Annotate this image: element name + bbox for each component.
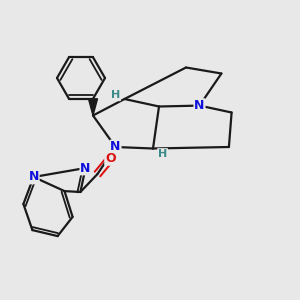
Text: H: H bbox=[111, 90, 120, 100]
Text: N: N bbox=[80, 161, 91, 175]
Text: N: N bbox=[28, 170, 39, 184]
Text: O: O bbox=[105, 152, 116, 165]
Text: H: H bbox=[158, 149, 167, 159]
Text: N: N bbox=[194, 99, 205, 112]
Polygon shape bbox=[88, 99, 98, 116]
Text: N: N bbox=[110, 140, 121, 154]
